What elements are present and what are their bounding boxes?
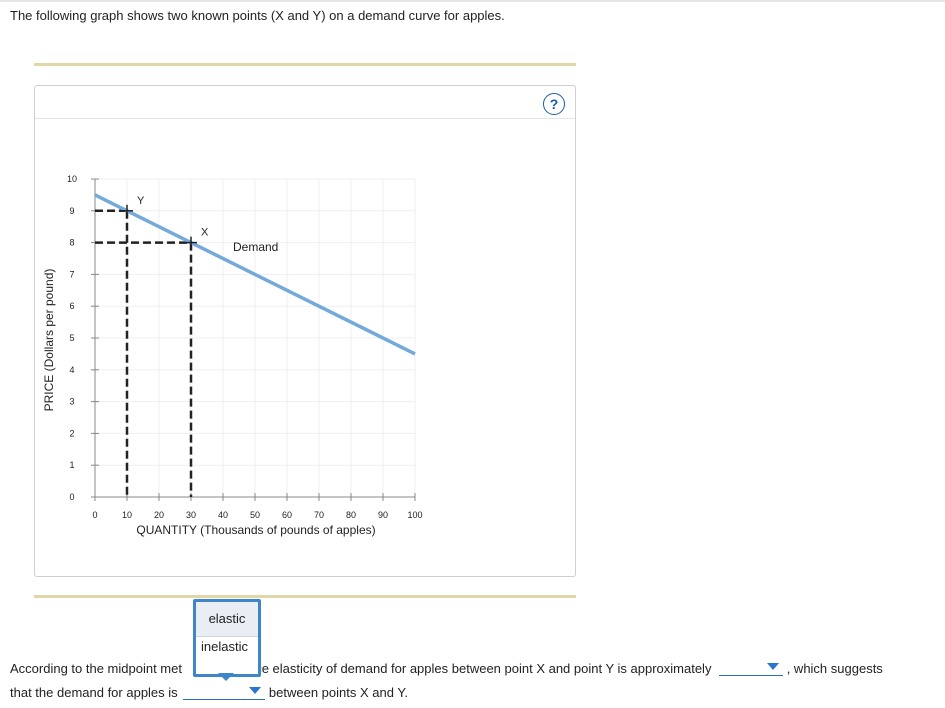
series-label: Demand — [233, 240, 278, 254]
question-text-2b: between points X and Y. — [268, 685, 408, 700]
top-rule — [34, 63, 576, 66]
intro-text: The following graph shows two known poin… — [10, 8, 505, 23]
question-text-1b: rice elasticity of demand for apples bet… — [247, 661, 712, 676]
x-tick-label: 20 — [154, 510, 164, 520]
chevron-down-icon — [249, 687, 262, 694]
y-tick-label: 3 — [69, 397, 74, 407]
x-tick-label: 70 — [314, 510, 324, 520]
y-tick-label: 1 — [69, 460, 74, 470]
question-text-2a: that the demand for apples is — [10, 685, 178, 700]
chart-grid — [95, 178, 416, 497]
help-icon[interactable]: ? — [543, 93, 565, 115]
chart-ticks: 0 10 20 30 40 50 60 70 80 90 100 0 1 2 3 4 5 6 7 8 9 10 — [67, 174, 423, 520]
chart-series: Demand — [94, 193, 416, 356]
option-elastic[interactable]: elastic — [196, 602, 258, 637]
demand-type-dropdown[interactable] — [183, 683, 266, 700]
x-tick-label: 10 — [122, 510, 132, 520]
graph-header-divider — [35, 118, 575, 119]
y-tick-label: 2 — [69, 428, 74, 438]
x-axis-label: QUANTITY (Thousands of pounds of apples) — [136, 523, 375, 537]
y-tick-label: 9 — [69, 206, 74, 216]
point-label: Y — [137, 195, 145, 207]
y-axis-label: PRICE (Dollars per pound) — [42, 269, 56, 412]
x-tick-label: 0 — [92, 510, 97, 520]
x-tick-label: 50 — [250, 510, 260, 520]
y-tick-label: 8 — [69, 238, 74, 248]
popup-pointer — [218, 673, 234, 681]
question-text-1c: , which suggests — [786, 661, 883, 676]
y-tick-label: 4 — [69, 365, 74, 375]
y-tick-label: 7 — [69, 269, 74, 279]
y-tick-label: 10 — [67, 174, 77, 184]
bottom-rule — [34, 595, 576, 598]
y-tick-label: 6 — [69, 301, 74, 311]
chevron-down-icon — [767, 663, 780, 670]
chart-guides — [95, 209, 193, 497]
chart-points: YX — [121, 195, 209, 249]
elasticity-value-dropdown[interactable] — [719, 659, 784, 676]
point-label: X — [201, 227, 209, 239]
graph-panel: ? — [34, 85, 576, 577]
demand-curve — [94, 193, 416, 356]
top-divider — [0, 0, 945, 2]
x-tick-label: 40 — [218, 510, 228, 520]
question-line-2: that the demand for apples is between po… — [10, 683, 408, 700]
x-tick-label: 60 — [282, 510, 292, 520]
y-tick-label: 5 — [69, 333, 74, 343]
x-tick-label: 80 — [346, 510, 356, 520]
question-line-1: According to the midpoint met rice elasti… — [10, 659, 883, 676]
dropdown-options-popup: elastic inelastic — [193, 599, 261, 677]
x-tick-label: 100 — [407, 510, 422, 520]
y-tick-label: 0 — [69, 492, 74, 502]
x-tick-label: 30 — [186, 510, 196, 520]
x-tick-label: 90 — [378, 510, 388, 520]
question-text-1a: According to the midpoint met — [10, 661, 182, 676]
option-inelastic[interactable]: inelastic — [201, 639, 248, 654]
